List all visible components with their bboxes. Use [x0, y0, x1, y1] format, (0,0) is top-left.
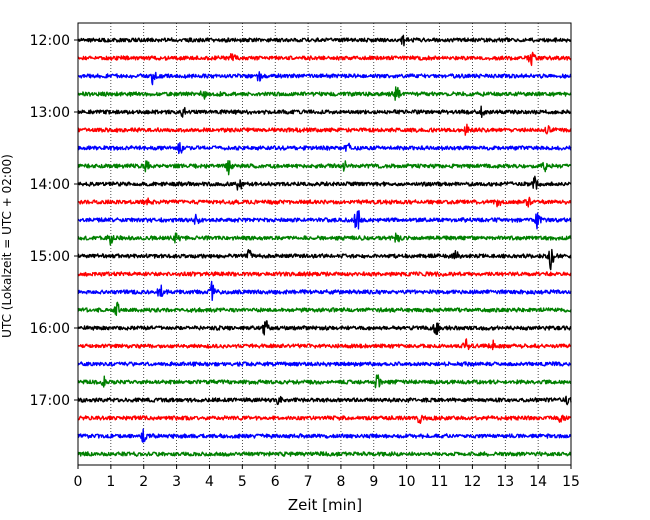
trace-1330	[77, 142, 572, 155]
y-tick-label-1600: 16:00	[30, 321, 70, 337]
x-tick-label-1: 1	[106, 474, 115, 490]
trace-1400	[77, 175, 572, 191]
trace-1300	[77, 105, 572, 119]
trace-1615	[77, 338, 572, 351]
trace-1415	[77, 196, 572, 208]
x-tick-label-6: 6	[271, 474, 280, 490]
trace-1600	[77, 320, 572, 336]
trace-1700	[77, 395, 572, 406]
trace-1745	[77, 451, 572, 457]
trace-1645	[77, 374, 572, 389]
trace-1715	[77, 414, 572, 425]
trace-1345	[77, 159, 572, 176]
x-tick-label-7: 7	[304, 474, 313, 490]
y-tick-label-1500: 15:00	[30, 249, 70, 265]
x-tick-label-10: 10	[398, 474, 416, 490]
x-tick-label-11: 11	[431, 474, 449, 490]
y-tick-label-1700: 17:00	[30, 393, 70, 409]
y-tick-label-1400: 14:00	[30, 177, 70, 193]
trace-1200	[77, 34, 572, 47]
trace-1215	[77, 51, 572, 67]
x-tick-label-4: 4	[205, 474, 214, 490]
x-tick-label-15: 15	[562, 474, 580, 490]
trace-1630	[77, 361, 572, 367]
trace-1545	[77, 301, 572, 317]
x-tick-label-12: 12	[463, 474, 481, 490]
x-tick-label-5: 5	[238, 474, 247, 490]
y-axis-label: UTC (Lokalzeit = UTC + 02:00)	[0, 154, 14, 338]
trace-1230	[77, 71, 572, 86]
trace-1315	[77, 123, 572, 136]
trace-1430	[77, 210, 572, 230]
x-tick-label-0: 0	[74, 474, 83, 490]
x-axis-label: Zeit [min]	[288, 496, 362, 514]
trace-1515	[77, 271, 572, 277]
x-tick-label-2: 2	[139, 474, 148, 490]
axis-ticks: 0 1 2 3 4 5 6 7 8 9 10 11 12 13 14 1512:0013:0014:0015:…	[30, 33, 580, 490]
x-tick-label-3: 3	[172, 474, 181, 490]
trace-1500	[77, 248, 572, 271]
x-tick-label-8: 8	[336, 474, 345, 490]
y-tick-label-1200: 12:00	[30, 33, 70, 49]
y-tick-label-1300: 13:00	[30, 105, 70, 121]
x-tick-label-9: 9	[369, 474, 378, 490]
trace-1530	[77, 280, 572, 302]
x-tick-label-14: 14	[529, 474, 547, 490]
plot-frame	[77, 22, 572, 466]
trace-1730	[77, 428, 572, 443]
trace-lines	[77, 34, 572, 457]
x-tick-label-13: 13	[496, 474, 514, 490]
trace-1445	[77, 232, 572, 246]
trace-1245	[77, 86, 572, 101]
